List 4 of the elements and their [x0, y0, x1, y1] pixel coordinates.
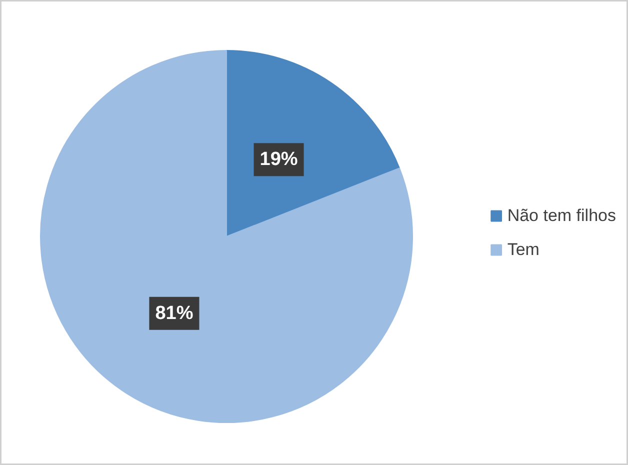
legend-label: Não tem filhos	[507, 206, 616, 226]
data-label: 19%	[260, 149, 298, 170]
data-label: 81%	[155, 302, 194, 324]
legend-label: Tem	[507, 240, 540, 260]
